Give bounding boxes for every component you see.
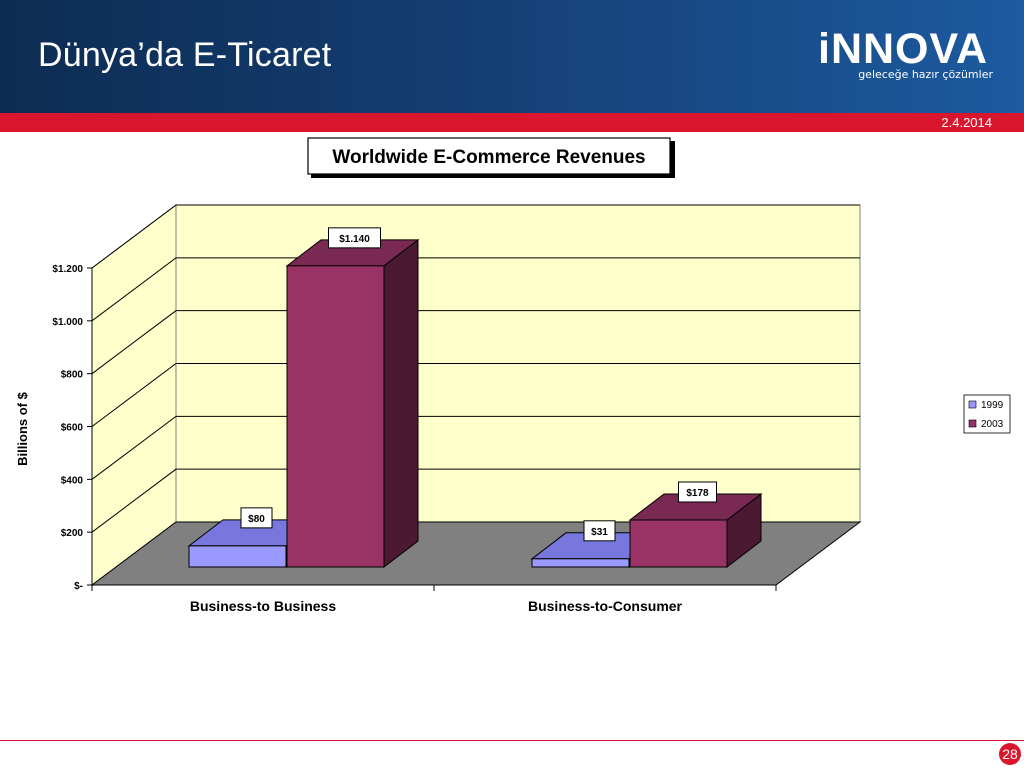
header-band: Dünya’da E-Ticaret iNNOVA geleceğe hazır…: [0, 0, 1024, 113]
bar-side: [383, 238, 419, 569]
chart-title-box: Worldwide E-Commerce Revenues: [307, 137, 675, 178]
legend-swatch-1999: [968, 400, 977, 409]
chart-gridlines: [91, 204, 860, 533]
legend: 1999 2003: [963, 394, 1011, 434]
chart: $80 $1.140 $31 $178 $- $200 $400 $600 $800 $1.00…: [15, 137, 1011, 614]
data-label: $31: [591, 527, 608, 538]
gridline: [91, 204, 860, 269]
y-tick-label: $1.200: [52, 264, 83, 275]
innova-logo: iNNOVA geleceğe hazır çözümler: [818, 26, 993, 86]
y-tick-label: $-: [74, 581, 83, 592]
slide-date: 2.4.2014: [941, 115, 992, 130]
gridline: [91, 415, 860, 480]
data-label: $1.140: [339, 234, 370, 245]
x-tick-label: Business-to Business: [190, 598, 336, 614]
accent-bar: [0, 113, 1024, 132]
chart-bars: $80 $1.140 $31 $178: [187, 227, 763, 569]
data-label-box: [328, 227, 381, 249]
bar-2003: [286, 265, 385, 568]
data-label-box: [240, 507, 273, 529]
bar-1999: [531, 558, 630, 568]
chart-title: Worldwide E-Commerce Revenues: [332, 147, 645, 168]
legend-label-2003: 2003: [981, 419, 1004, 430]
x-tick-label: Business-to-Consumer: [528, 598, 683, 614]
page-number-badge: 28: [999, 743, 1021, 765]
data-label-box: [583, 520, 616, 542]
gridline: [91, 468, 860, 533]
legend-swatch-2003: [968, 419, 977, 428]
gridline: [91, 363, 860, 427]
y-tick-label: $800: [61, 370, 84, 381]
y-axis-label: Billions of $: [15, 391, 30, 465]
data-label-box: [678, 481, 717, 503]
data-label: $80: [248, 514, 265, 525]
bar-2003: [629, 519, 728, 568]
gridline: [91, 257, 860, 322]
gridline: [91, 310, 860, 375]
y-tick-label: $600: [61, 423, 84, 434]
y-tick-label: $1.000: [52, 317, 83, 328]
footer-line: [0, 740, 1024, 741]
chart-axes: $- $200 $400 $600 $800 $1.000 $1.200 Business-t…: [52, 264, 777, 614]
page-title: Dünya’da E-Ticaret: [38, 36, 332, 74]
y-tick-label: $400: [61, 475, 84, 486]
y-tick-label: $200: [61, 528, 84, 539]
data-label: $178: [686, 488, 709, 499]
bar-1999: [188, 545, 287, 568]
legend-label-1999: 1999: [981, 400, 1004, 411]
logo-tagline: geleceğe hazır çözümler: [858, 68, 993, 81]
logo-wordmark: iNNOVA: [818, 25, 989, 73]
